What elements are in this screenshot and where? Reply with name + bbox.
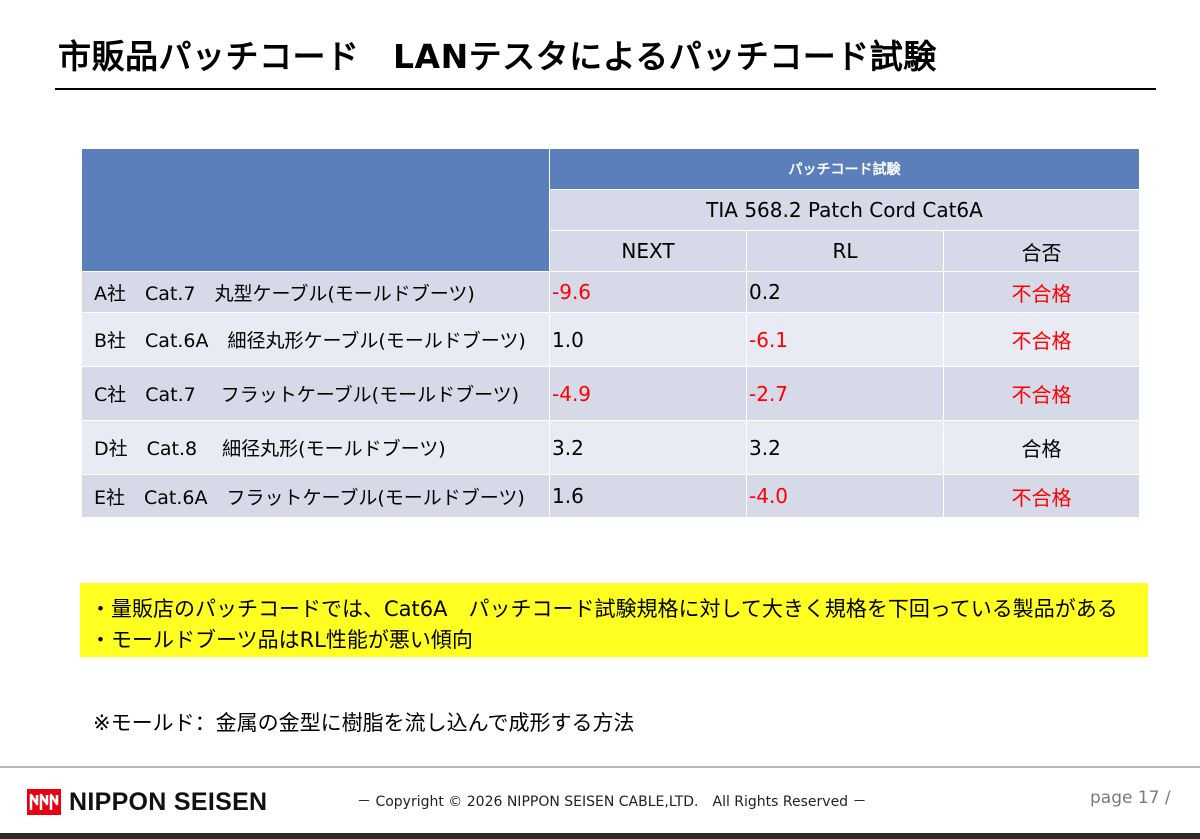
footer-divider: [0, 766, 1200, 768]
row-rl-value: -6.1: [746, 312, 944, 367]
column-header-rl: RL: [746, 230, 944, 272]
title-divider: [55, 88, 1156, 90]
table-row: D社 Cat.8 細径丸形(モールドブーツ) 3.2 3.2 合格: [81, 420, 1140, 475]
row-result: 不合格: [943, 366, 1140, 421]
page-number: page 17 /: [1090, 788, 1171, 808]
header-test-group: パッチコード試験: [549, 148, 1140, 190]
mold-footnote: ※モールド：金属の金型に樹脂を流し込んで成形する方法: [93, 711, 635, 735]
row-next-value: 3.2: [549, 420, 747, 475]
table-row: B社 Cat.6A 細径丸形ケーブル(モールドブーツ) 1.0 -6.1 不合格: [81, 312, 1140, 367]
company-name: NIPPON SEISEN: [69, 787, 268, 816]
row-rl-value: 3.2: [746, 420, 944, 475]
row-result: 不合格: [943, 474, 1140, 518]
row-product-name: C社 Cat.7 フラットケーブル(モールドブーツ): [81, 366, 550, 421]
company-logo: NIPPON SEISEN: [27, 788, 267, 816]
summary-note: ・量販店のパッチコードでは、Cat6A パッチコード試験規格に対して大きく規格を…: [90, 597, 1118, 621]
row-product-name: E社 Cat.6A フラットケーブル(モールドブーツ): [81, 474, 550, 518]
row-next-value: 1.6: [549, 474, 747, 518]
row-product-name: D社 Cat.8 細径丸形(モールドブーツ): [81, 420, 550, 475]
summary-note-box: ・量販店のパッチコードでは、Cat6A パッチコード試験規格に対して大きく規格を…: [80, 583, 1148, 657]
nippon-seisen-logo-icon: [27, 789, 61, 815]
row-rl-value: 0.2: [746, 271, 944, 313]
column-header-next: NEXT: [549, 230, 747, 272]
table-row: E社 Cat.6A フラットケーブル(モールドブーツ) 1.6 -4.0 不合格: [81, 474, 1140, 518]
row-result: 不合格: [943, 271, 1140, 313]
row-rl-value: -2.7: [746, 366, 944, 421]
table-row: A社 Cat.7 丸型ケーブル(モールドブーツ) -9.6 0.2 不合格: [81, 271, 1140, 313]
column-header-result: 合否: [943, 230, 1140, 272]
summary-note: ・モールドブーツ品はRL性能が悪い傾向: [90, 628, 473, 652]
page-title: 市販品パッチコード LANテスタによるパッチコード試験: [58, 37, 937, 76]
table-row: C社 Cat.7 フラットケーブル(モールドブーツ) -4.9 -2.7 不合格: [81, 366, 1140, 421]
row-next-value: 1.0: [549, 312, 747, 367]
results-table: パッチコード試験 TIA 568.2 Patch Cord Cat6A NEXT…: [81, 148, 1140, 518]
row-next-value: -9.6: [549, 271, 747, 313]
copyright-notice: － Copyright © 2026 NIPPON SEISEN CABLE,L…: [357, 794, 867, 810]
row-result: 合格: [943, 420, 1140, 475]
row-product-name: A社 Cat.7 丸型ケーブル(モールドブーツ): [81, 271, 550, 313]
row-product-name: B社 Cat.6A 細径丸形ケーブル(モールドブーツ): [81, 312, 550, 367]
row-rl-value: -4.0: [746, 474, 944, 518]
bottom-bar: [0, 833, 1200, 839]
row-next-value: -4.9: [549, 366, 747, 421]
header-blank-cell: [81, 148, 550, 272]
header-standard: TIA 568.2 Patch Cord Cat6A: [549, 189, 1140, 231]
row-result: 不合格: [943, 312, 1140, 367]
